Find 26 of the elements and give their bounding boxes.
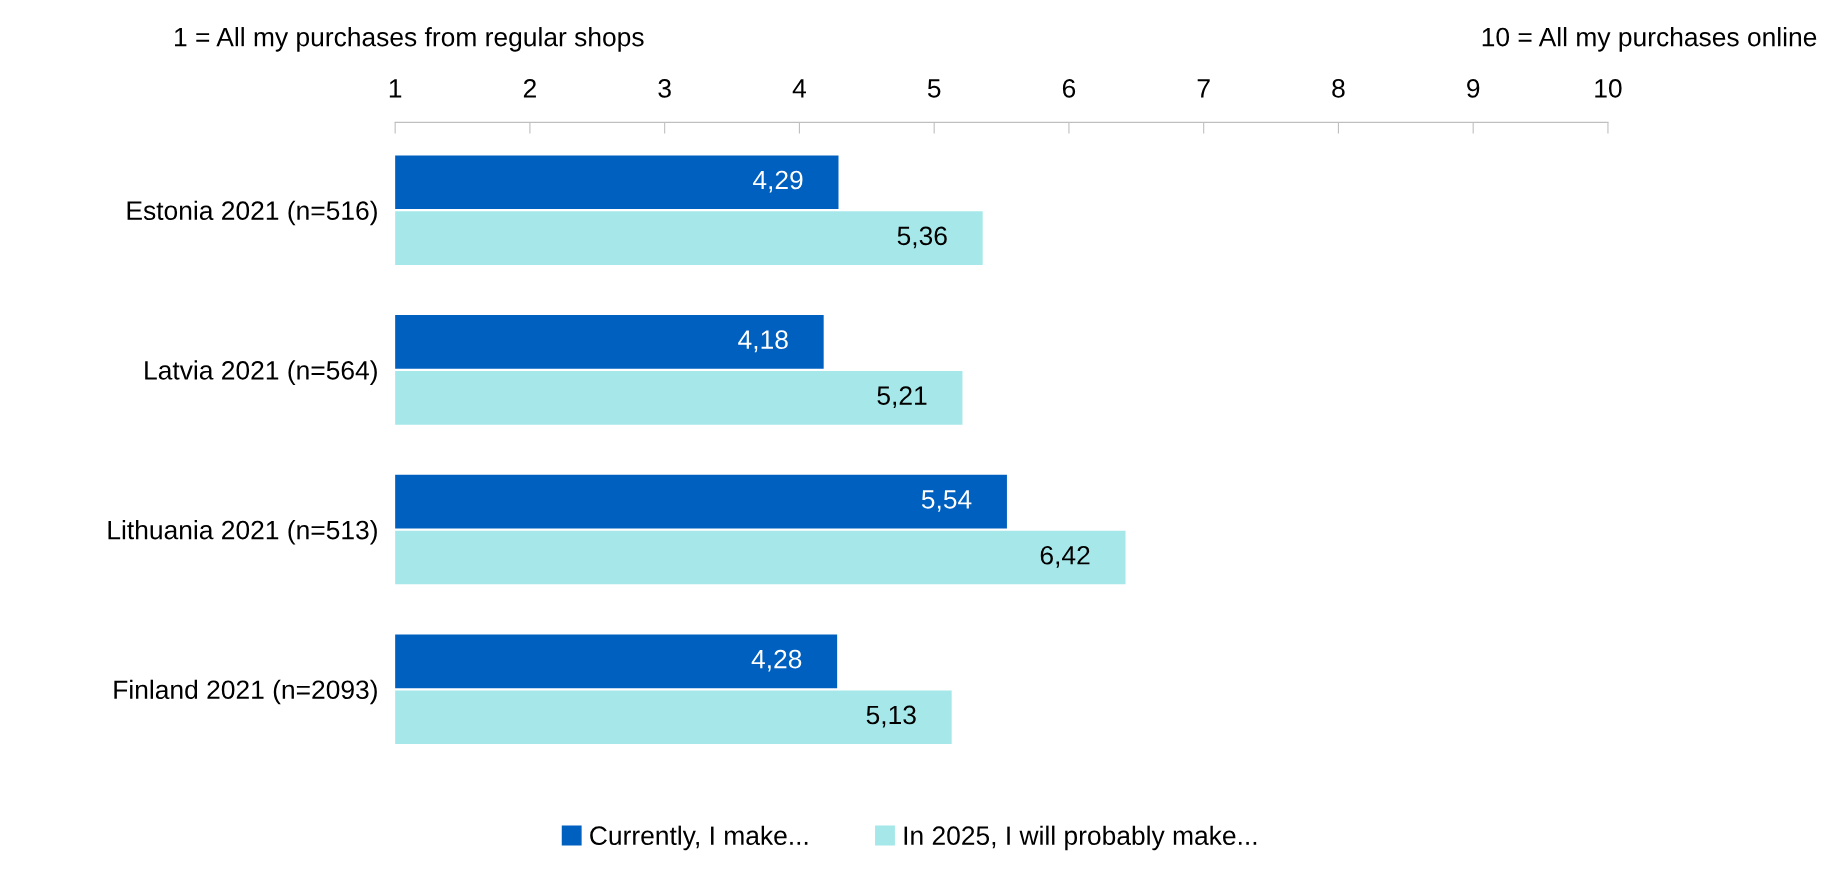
data-label: 5,54 [921,490,972,512]
legend-label: Currently, I make... [590,825,808,851]
x-tick-label: 6 [1062,79,1076,98]
text: 10 = All my purchases online [1482,27,1817,52]
x-tick-label: 7 [1197,79,1210,98]
data-label: 4,18 [738,330,788,353]
data-label: 5,21 [877,386,927,409]
x-tick-label: 3 [658,79,671,98]
x-tick-label: 8 [1332,79,1345,98]
data-label: 5,13 [866,705,916,728]
data-label: 4,29 [752,170,803,193]
data-label: 6,42 [1040,545,1090,568]
y-tick-label: Estonia 2021 (n=516) [127,200,377,226]
x-tick-label: 1 [389,79,402,98]
legend-label: In 2025, I will probably make... [904,825,1257,851]
x-tick-label: 9 [1467,79,1480,98]
text: 1 = All my purchases from regular shops [175,27,644,52]
y-tick-label: Lithuania 2021 (n=513) [108,520,377,545]
y-tick-label: Latvia 2021 (n=564) [145,360,377,385]
data-label: 4,28 [751,649,802,672]
data-label: 5,36 [897,226,947,249]
x-tick-label: 2 [523,79,536,98]
x-tick-label: 5 [927,79,941,98]
y-tick-label: Finland 2021 (n=2093) [114,679,377,705]
x-tick-label: 10 [1595,79,1622,98]
x-tick-label: 4 [792,79,806,98]
